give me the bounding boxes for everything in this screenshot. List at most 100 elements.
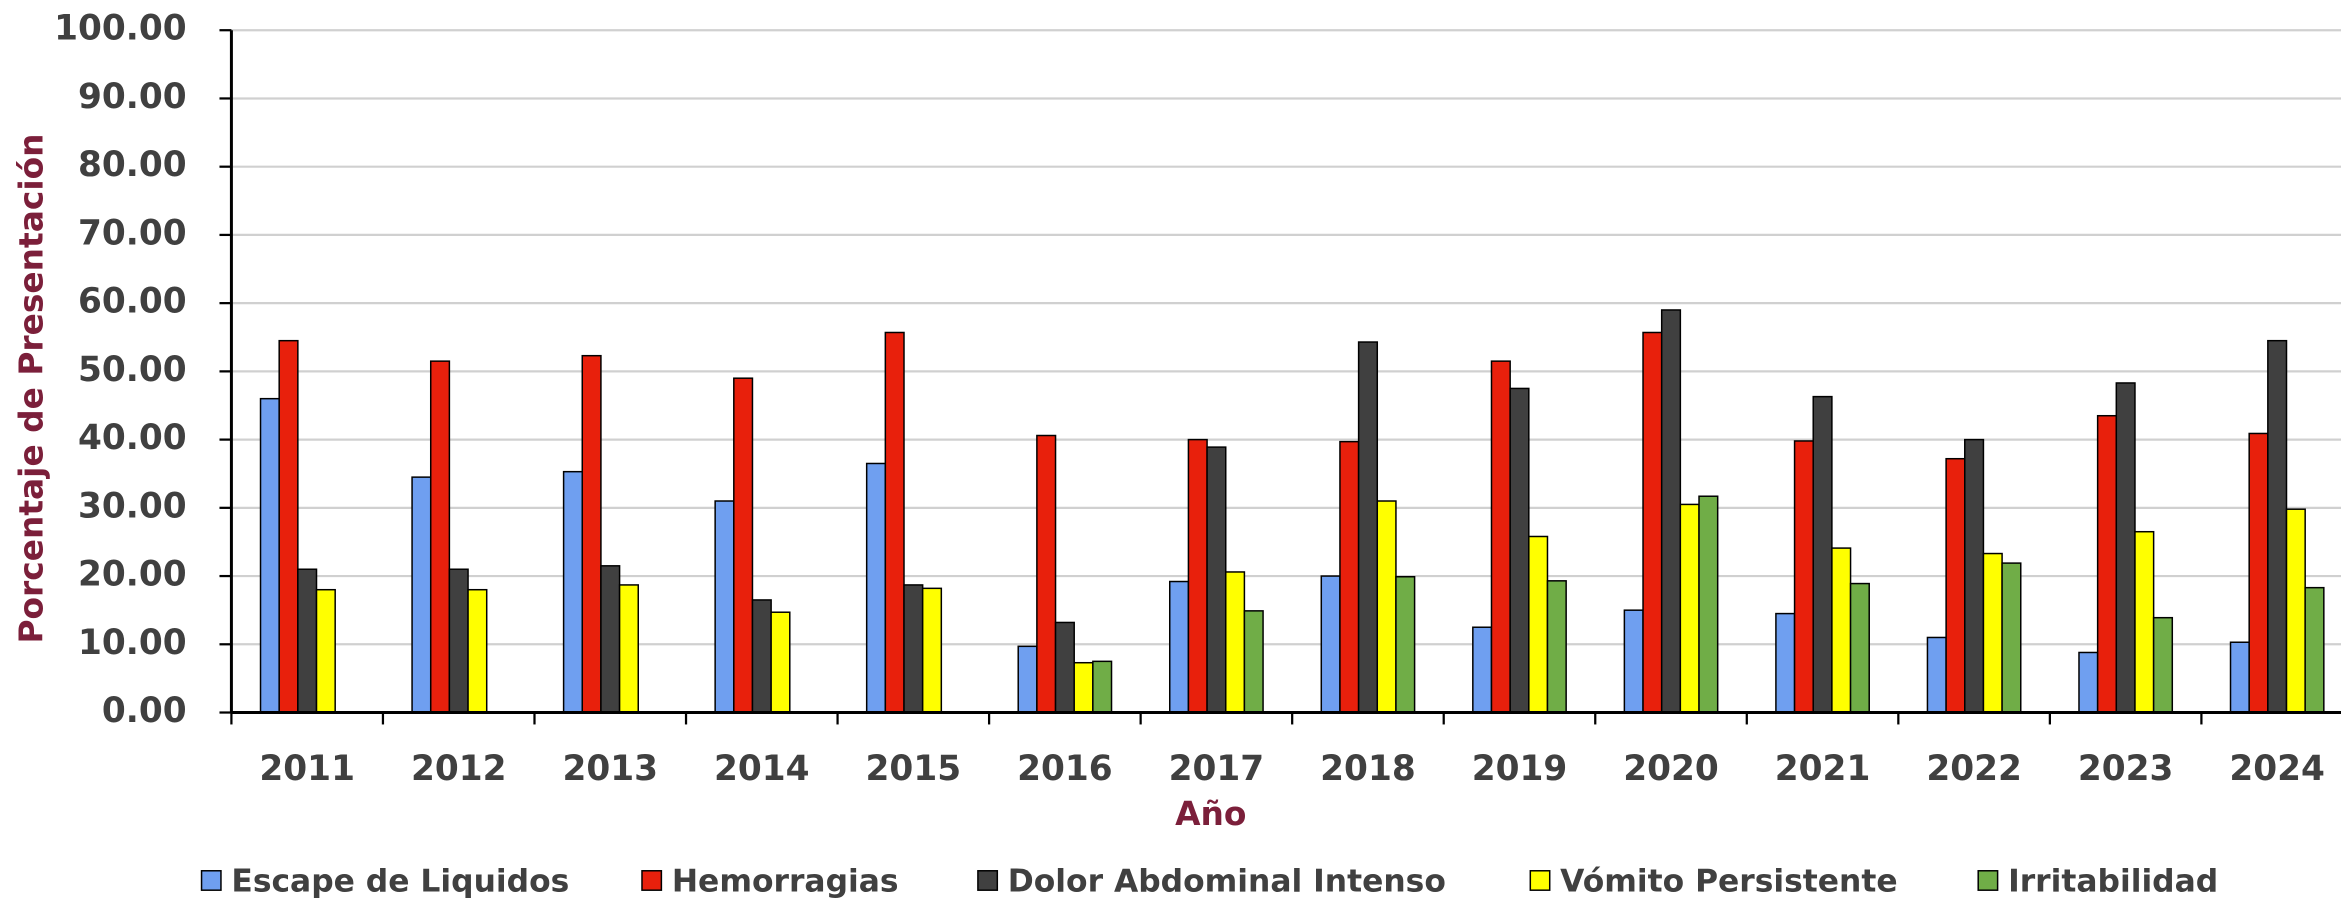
bar	[733, 377, 754, 714]
bar	[1509, 387, 1530, 714]
bar	[1546, 580, 1567, 714]
bar	[1073, 661, 1094, 714]
x-tick-label: 2017	[1169, 749, 1265, 789]
legend-label: Vómito Persistente	[1560, 864, 1897, 900]
bar	[600, 565, 621, 714]
bar	[1812, 395, 1833, 714]
bar	[1982, 552, 2003, 714]
bar	[1320, 575, 1341, 714]
bar	[1243, 610, 1264, 714]
bar	[903, 584, 924, 714]
bar	[448, 568, 469, 714]
y-tick-label: 80.00	[78, 145, 187, 185]
bar	[884, 331, 905, 714]
y-tick-label: 20.00	[78, 555, 187, 595]
x-tick-label: 2018	[1320, 749, 1416, 789]
x-tick-label: 2013	[562, 749, 658, 789]
bar	[2285, 508, 2306, 714]
bar	[1206, 446, 1227, 714]
bar	[1964, 438, 1985, 714]
bar	[2115, 382, 2136, 714]
x-tick-label: 2011	[259, 749, 355, 789]
x-tick-label: 2015	[866, 749, 962, 789]
legend-label: Dolor Abdominal Intenso	[1008, 864, 1446, 900]
x-tick-label: 2020	[1623, 749, 1719, 789]
bar	[297, 568, 318, 714]
bar	[1376, 500, 1397, 714]
bar	[770, 611, 791, 714]
bar	[278, 339, 299, 714]
bar	[259, 397, 280, 714]
bar	[865, 462, 887, 714]
bar	[315, 588, 336, 714]
bar	[1224, 571, 1246, 714]
y-tick-label: 30.00	[78, 486, 187, 526]
legend-swatch	[977, 870, 999, 891]
y-tick-label: 50.00	[78, 350, 187, 390]
bar	[1339, 440, 1360, 714]
y-tick-label: 10.00	[78, 623, 187, 663]
bar	[2001, 562, 2022, 714]
bar	[921, 587, 943, 714]
legend-swatch	[1977, 870, 1999, 891]
bar	[714, 500, 735, 714]
y-tick-label: 0.00	[102, 691, 187, 731]
bar	[1642, 331, 1663, 714]
bar	[1036, 434, 1057, 714]
bar	[1528, 535, 1549, 714]
x-tick-label: 2012	[411, 749, 507, 789]
bar	[1660, 309, 1682, 714]
bar	[1395, 575, 1416, 714]
bar	[618, 584, 639, 714]
bar	[2096, 414, 2118, 714]
bar	[1017, 645, 1038, 714]
y-tick-label: 70.00	[78, 213, 187, 253]
legend-label: Irritabilidad	[2008, 864, 2218, 900]
y-tick-label: 40.00	[78, 418, 187, 458]
bar	[1490, 360, 1511, 714]
legend-swatch	[1529, 870, 1551, 891]
bar	[1831, 547, 1852, 714]
bar	[751, 599, 772, 714]
legend-label: Escape de Liquidos	[231, 864, 569, 900]
y-tick-label: 90.00	[78, 77, 187, 117]
legend-swatch	[200, 870, 222, 891]
bar	[1793, 440, 1814, 714]
bar	[1054, 621, 1075, 714]
legend-swatch	[641, 870, 663, 891]
bar	[1623, 609, 1644, 714]
bar	[1472, 626, 1493, 714]
bar	[1849, 582, 1870, 714]
bar	[562, 470, 584, 714]
legend-label: Hemorragias	[672, 864, 899, 900]
bar	[581, 354, 602, 714]
x-axis-label: Año	[1175, 795, 1246, 833]
y-tick-label: 60.00	[78, 282, 187, 322]
bar	[1187, 438, 1208, 714]
bar	[1169, 580, 1190, 714]
bar	[1945, 457, 1966, 714]
bar	[2078, 651, 2099, 714]
x-tick-label: 2022	[1926, 749, 2022, 789]
y-axis-label: Porcentaje de Presentación	[12, 134, 50, 644]
x-tick-label: 2014	[714, 749, 810, 789]
bar	[1357, 341, 1379, 714]
bar	[1926, 636, 1947, 714]
y-tick-label: 100.00	[54, 9, 186, 49]
bar	[2304, 586, 2325, 714]
bar	[2152, 616, 2174, 714]
bar	[2267, 339, 2288, 714]
bar	[2134, 530, 2155, 714]
x-tick-label: 2024	[2229, 749, 2325, 789]
bar	[1698, 495, 1719, 714]
x-tick-label: 2023	[2078, 749, 2174, 789]
bar	[1775, 612, 1796, 714]
bar	[2229, 641, 2250, 714]
bar	[2248, 432, 2269, 714]
x-tick-label: 2021	[1775, 749, 1871, 789]
bar	[429, 360, 451, 714]
bar	[1679, 503, 1700, 714]
bar	[467, 588, 488, 714]
x-tick-label: 2016	[1017, 749, 1113, 789]
